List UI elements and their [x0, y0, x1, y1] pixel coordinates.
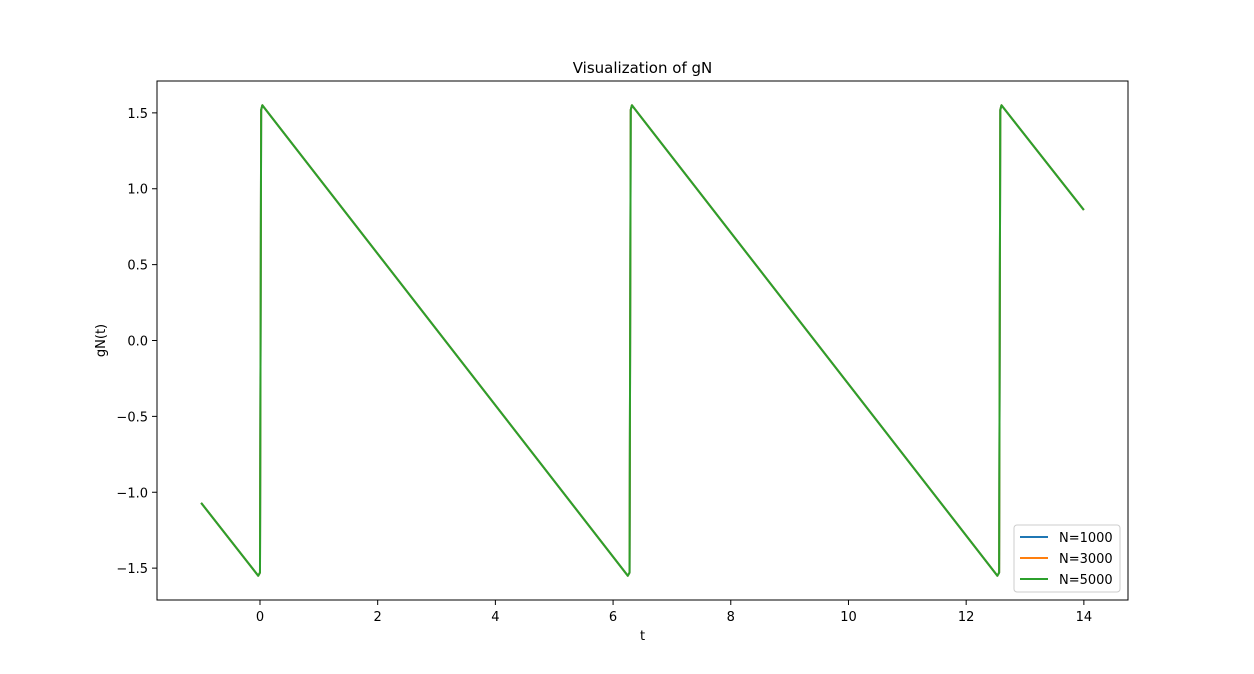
- y-tick-label: −0.5: [116, 410, 148, 425]
- x-axis-label: t: [640, 629, 645, 644]
- legend-label-3: N=5000: [1059, 573, 1113, 588]
- y-tick-label: 1.5: [127, 107, 148, 122]
- x-axis: 0 2 4 6 8 10 12 14: [256, 600, 1092, 625]
- chart-title: Visualization of gN: [573, 59, 712, 77]
- series-line-3: [200, 104, 1085, 577]
- x-tick-label: 8: [727, 610, 735, 625]
- x-tick-label: 0: [256, 610, 264, 625]
- x-tick-label: 14: [1076, 610, 1093, 625]
- legend-box: [1013, 524, 1121, 593]
- y-tick-label: 0.5: [127, 259, 148, 274]
- y-tick-label: −1.5: [116, 562, 148, 577]
- x-tick-label: 2: [374, 610, 382, 625]
- y-axis-label: gN(t): [94, 324, 109, 357]
- x-tick-label: 6: [609, 610, 617, 625]
- y-tick-label: 1.0: [127, 183, 148, 198]
- y-tick-label: 0.0: [127, 335, 148, 350]
- x-tick-label: 4: [491, 610, 499, 625]
- y-axis: −1.5 −1.0 −0.5 0.0 0.5 1.0 1.5: [116, 107, 157, 577]
- x-tick-label: 10: [840, 610, 857, 625]
- legend-label-1: N=1000: [1059, 531, 1113, 546]
- legend-label-2: N=3000: [1059, 552, 1113, 567]
- x-tick-label: 12: [958, 610, 975, 625]
- legend: N=1000 N=3000 N=5000: [1013, 524, 1121, 593]
- series-layer: [200, 104, 1085, 577]
- y-tick-label: −1.0: [116, 486, 148, 501]
